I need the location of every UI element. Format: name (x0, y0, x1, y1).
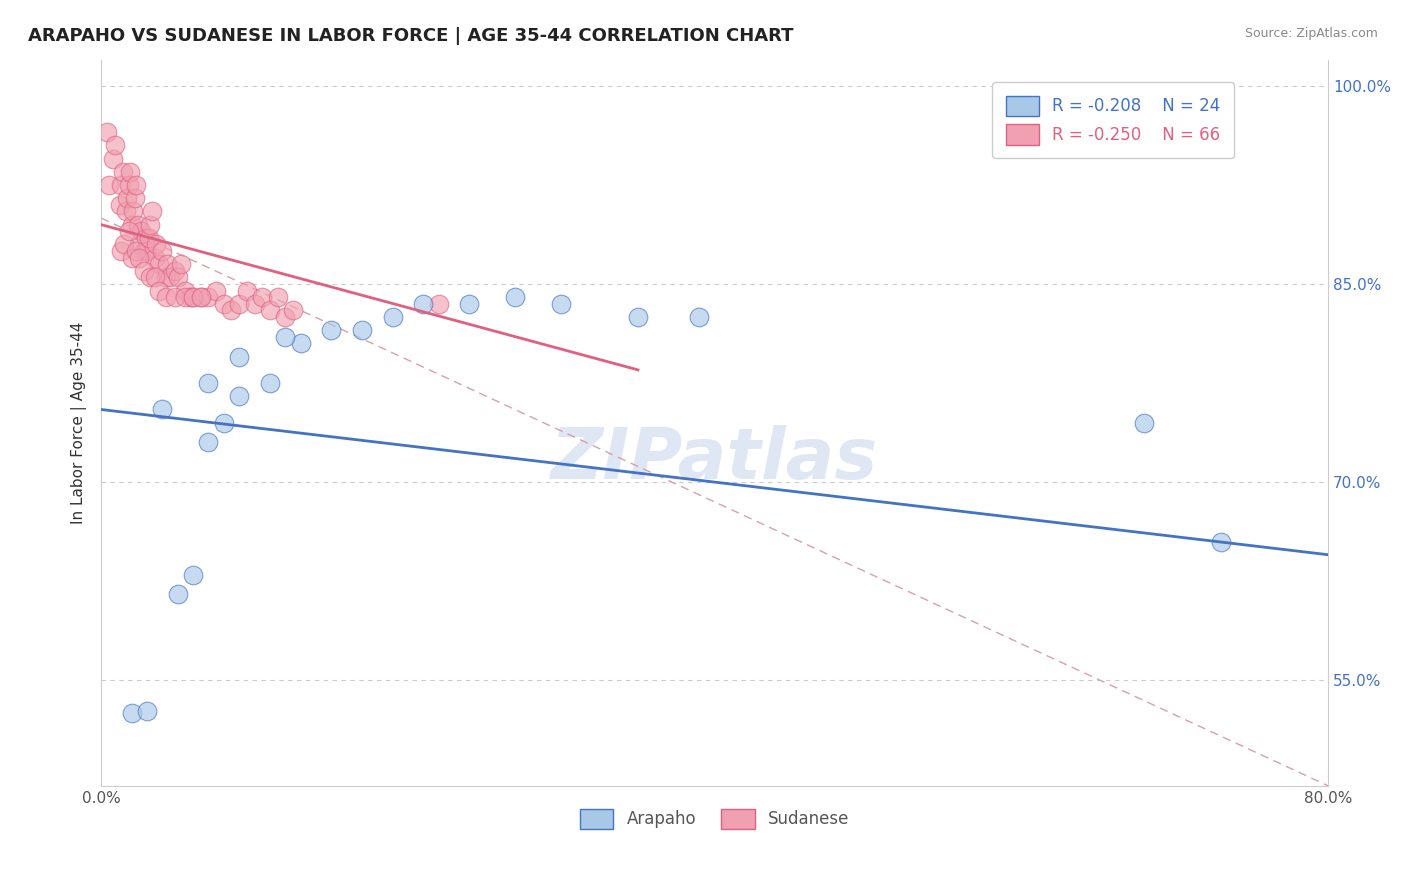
Point (228, 389, 250, 403)
Point (163, 290, 186, 304)
Point (125, 244, 148, 258)
Point (259, 303, 281, 318)
Point (96, 125, 118, 139)
Point (290, 336, 312, 351)
Point (166, 587, 188, 601)
Point (125, 178, 148, 192)
Point (121, 218, 143, 232)
Point (97, 178, 120, 192)
Point (120, 165, 142, 179)
Point (139, 270, 162, 285)
Point (427, 297, 450, 311)
Point (170, 257, 193, 271)
Point (205, 284, 228, 298)
Point (127, 218, 149, 232)
Point (688, 310, 710, 324)
Point (152, 244, 174, 258)
Point (122, 204, 145, 219)
Point (118, 178, 141, 192)
Point (118, 224, 141, 238)
Point (274, 330, 297, 344)
Point (103, 152, 125, 166)
Point (212, 297, 235, 311)
Point (190, 290, 212, 304)
Point (155, 290, 177, 304)
Y-axis label: In Labor Force | Age 35-44: In Labor Force | Age 35-44 (72, 321, 87, 524)
Point (281, 303, 304, 318)
Point (114, 204, 136, 219)
Point (139, 218, 162, 232)
Point (121, 706, 143, 721)
Point (163, 264, 186, 278)
Point (179, 290, 201, 304)
Point (136, 244, 159, 258)
Point (132, 264, 155, 278)
Point (627, 310, 650, 324)
Point (115, 191, 138, 205)
Point (212, 416, 235, 430)
Point (110, 244, 132, 258)
Point (503, 290, 526, 304)
Point (197, 435, 219, 450)
Point (197, 376, 219, 390)
Point (156, 257, 179, 271)
Point (412, 297, 434, 311)
Point (143, 270, 166, 285)
Point (166, 270, 188, 285)
Point (181, 290, 204, 304)
Point (181, 567, 204, 582)
Point (128, 251, 150, 265)
Text: Source: ZipAtlas.com: Source: ZipAtlas.com (1244, 27, 1378, 40)
Point (350, 323, 373, 337)
Text: ZIPatlas: ZIPatlas (551, 425, 879, 493)
Point (550, 297, 572, 311)
Point (148, 284, 170, 298)
Point (132, 244, 155, 258)
Point (135, 231, 157, 245)
Point (143, 251, 166, 265)
Point (190, 290, 212, 304)
Point (228, 350, 250, 364)
Point (155, 270, 177, 285)
Point (152, 402, 174, 417)
Point (1209, 534, 1232, 549)
Point (112, 237, 135, 252)
Point (136, 704, 159, 718)
Point (458, 297, 481, 311)
Point (129, 224, 152, 238)
Point (110, 178, 132, 192)
Point (138, 231, 160, 245)
Point (141, 204, 163, 219)
Point (181, 290, 204, 304)
Point (321, 323, 343, 337)
Point (274, 310, 297, 324)
Point (104, 138, 127, 153)
Point (228, 297, 250, 311)
Point (381, 310, 404, 324)
Point (148, 257, 170, 271)
Point (121, 251, 143, 265)
Point (128, 237, 150, 252)
Point (197, 290, 219, 304)
Point (243, 297, 266, 311)
Point (250, 290, 273, 304)
Point (259, 376, 281, 390)
Point (174, 290, 197, 304)
Point (159, 270, 181, 285)
Point (1133, 416, 1156, 430)
Point (111, 165, 134, 179)
Text: ARAPAHO VS SUDANESE IN LABOR FORCE | AGE 35-44 CORRELATION CHART: ARAPAHO VS SUDANESE IN LABOR FORCE | AGE… (28, 27, 793, 45)
Point (124, 191, 146, 205)
Point (145, 237, 167, 252)
Point (108, 198, 131, 212)
Legend: Arapaho, Sudanese: Arapaho, Sudanese (574, 802, 856, 836)
Point (266, 290, 288, 304)
Point (236, 284, 259, 298)
Point (221, 303, 243, 318)
Point (174, 284, 197, 298)
